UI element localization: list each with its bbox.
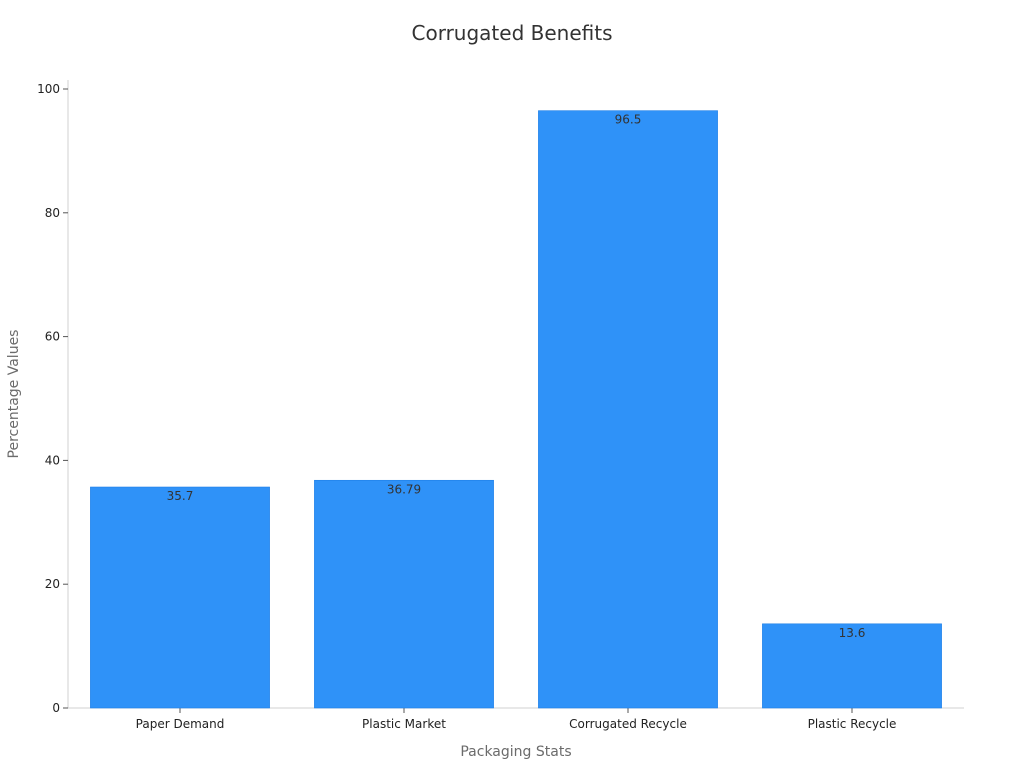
data-label: 96.5 <box>615 113 642 127</box>
y-tick-label: 0 <box>52 701 60 715</box>
x-tick-label: Plastic Market <box>362 717 446 731</box>
x-axis-label: Packaging Stats <box>460 744 571 760</box>
y-tick-label: 60 <box>45 330 60 344</box>
y-axis-label: Percentage Values <box>6 330 22 459</box>
y-tick-label: 100 <box>37 82 60 96</box>
x-axis: Paper Demand Plastic Market Corrugated Rec… <box>68 707 964 731</box>
data-labels-group: 35.7 36.79 96.5 13.6 <box>167 113 866 640</box>
x-tick-label: Plastic Recycle <box>808 717 897 731</box>
bar <box>90 486 270 709</box>
bar <box>538 110 718 709</box>
data-label: 13.6 <box>839 626 866 640</box>
y-tick-label: 40 <box>45 453 60 467</box>
y-axis: 0 20 40 60 80 100 <box>37 80 69 715</box>
x-tick-label: Corrugated Recycle <box>569 717 687 731</box>
y-tick-label: 80 <box>45 206 60 220</box>
x-tick-label: Paper Demand <box>136 717 225 731</box>
chart-title: Corrugated Benefits <box>412 21 613 45</box>
data-label: 35.7 <box>167 489 194 503</box>
data-label: 36.79 <box>387 482 421 496</box>
bar <box>314 479 494 709</box>
bars-group <box>90 110 942 709</box>
bar <box>762 623 942 709</box>
y-tick-label: 20 <box>45 577 60 591</box>
